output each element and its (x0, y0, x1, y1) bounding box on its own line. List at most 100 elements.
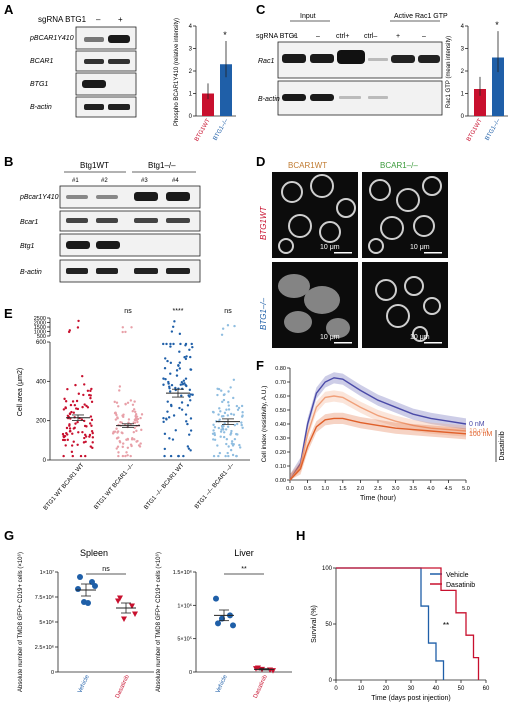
data-point (134, 417, 138, 420)
data-point (219, 410, 222, 413)
x-tick-label: 4.0 (427, 486, 435, 492)
blot-label-bactin-c: B-actin (258, 96, 280, 103)
data-point (189, 449, 192, 452)
data-point (213, 595, 219, 602)
legend-title: Dasatinib (499, 431, 506, 460)
data-point (129, 454, 132, 458)
data-point (179, 383, 182, 386)
blot-label-rac1: Rac1 (258, 58, 274, 65)
y-tick-label: 1 (461, 92, 465, 98)
data-point (66, 414, 70, 418)
data-point (173, 320, 176, 323)
data-point (70, 410, 73, 414)
panel-a-bar-chart: 0 1 2 3 4 Phospho BCAR1Y410 (relative intensi… (174, 18, 236, 143)
y-tick-label: 0.20 (275, 450, 286, 456)
data-point (68, 329, 71, 332)
panel-d-microscopy: BCAR1WT BCAR1–/– BTG1WT BTG1–/– 10 μm 10… (259, 161, 448, 348)
data-point (218, 451, 222, 455)
x-tick-label: Dasatinib (253, 674, 269, 700)
data-point (163, 367, 167, 370)
data-point (221, 327, 225, 330)
data-point (240, 421, 243, 424)
data-point (188, 348, 191, 351)
data-point (178, 406, 181, 410)
significance: ns (124, 308, 132, 315)
data-point (240, 415, 244, 418)
data-point (121, 616, 127, 622)
data-point (213, 426, 217, 429)
data-point (77, 431, 80, 434)
significance: **** (173, 308, 184, 315)
data-point (81, 430, 84, 434)
data-point (163, 432, 167, 436)
panel-letter-c: C (256, 2, 266, 17)
data-point (217, 413, 220, 416)
data-point (227, 390, 230, 393)
data-point (115, 447, 118, 450)
band (82, 80, 106, 88)
data-point (66, 387, 69, 391)
x-tick-label: BTG1 –/– BCAR1 –/– (194, 462, 236, 510)
blot-strip (75, 50, 137, 72)
lane-label: – (422, 33, 426, 40)
data-point (184, 413, 188, 416)
data-point (118, 385, 122, 388)
data-point (131, 403, 135, 406)
x-tick-label: 2.5 (374, 486, 382, 492)
data-point (89, 389, 92, 393)
data-point (162, 377, 165, 380)
significance: ** (443, 621, 449, 630)
y-tick-label: 5×10⁶ (39, 619, 54, 626)
y-tick-label: 400 (36, 379, 47, 385)
panel-letter-e: E (4, 306, 13, 321)
data-point (178, 350, 181, 353)
data-point (187, 447, 191, 450)
data-point (121, 330, 124, 334)
data-point (121, 414, 124, 417)
data-point (70, 444, 74, 447)
data-point (140, 428, 143, 432)
data-point (168, 387, 171, 390)
y-tick-label: 50 (325, 622, 332, 628)
y-tick-label: 0 (51, 670, 54, 676)
blot-label-bactin: B-actin (30, 104, 52, 111)
data-point (175, 374, 179, 377)
x-tick-label: 50 (458, 686, 465, 692)
x-tick-label: 1.5 (339, 486, 347, 492)
panel-c-bar-chart: 0 1 2 3 4 Rac1 GTP (mean intensity) BTG1WT BTG1… (446, 20, 508, 143)
data-point (189, 393, 192, 396)
data-point (235, 404, 239, 408)
data-point (169, 454, 173, 458)
data-point (185, 420, 188, 423)
sgrna-label-c: sgRNA BTG1 (256, 33, 298, 40)
data-point (229, 431, 233, 435)
y-tick-label: 0 (189, 114, 193, 120)
row-label-btg1-wt: BTG1WT (259, 206, 268, 240)
data-point (77, 392, 81, 395)
data-point (132, 430, 136, 434)
data-point (169, 361, 173, 365)
data-point (165, 417, 168, 420)
y-tick-label: 4 (461, 24, 465, 30)
data-point (229, 448, 233, 452)
sgrna-label-a: sgRNA BTG1 (38, 15, 87, 24)
data-point (116, 445, 120, 448)
panel-b-blot: Btg1WT Btg1–/– #1 #2 #3 #4 pBcar1Y410 Bc… (19, 161, 201, 283)
data-point (226, 324, 230, 327)
data-point (76, 326, 80, 329)
data-point (235, 454, 238, 458)
data-point (191, 345, 194, 349)
data-point (84, 454, 87, 458)
chart-title: Spleen (80, 548, 108, 558)
data-point (92, 583, 98, 589)
data-point (79, 454, 83, 458)
data-point (114, 418, 118, 421)
significance: ** (241, 566, 247, 573)
y-tick-label: 3 (189, 47, 193, 53)
blot-label-bactin-b: B-actin (20, 269, 42, 276)
data-point (186, 404, 190, 407)
data-point (162, 416, 165, 420)
data-point (216, 387, 219, 391)
data-point (162, 383, 165, 386)
